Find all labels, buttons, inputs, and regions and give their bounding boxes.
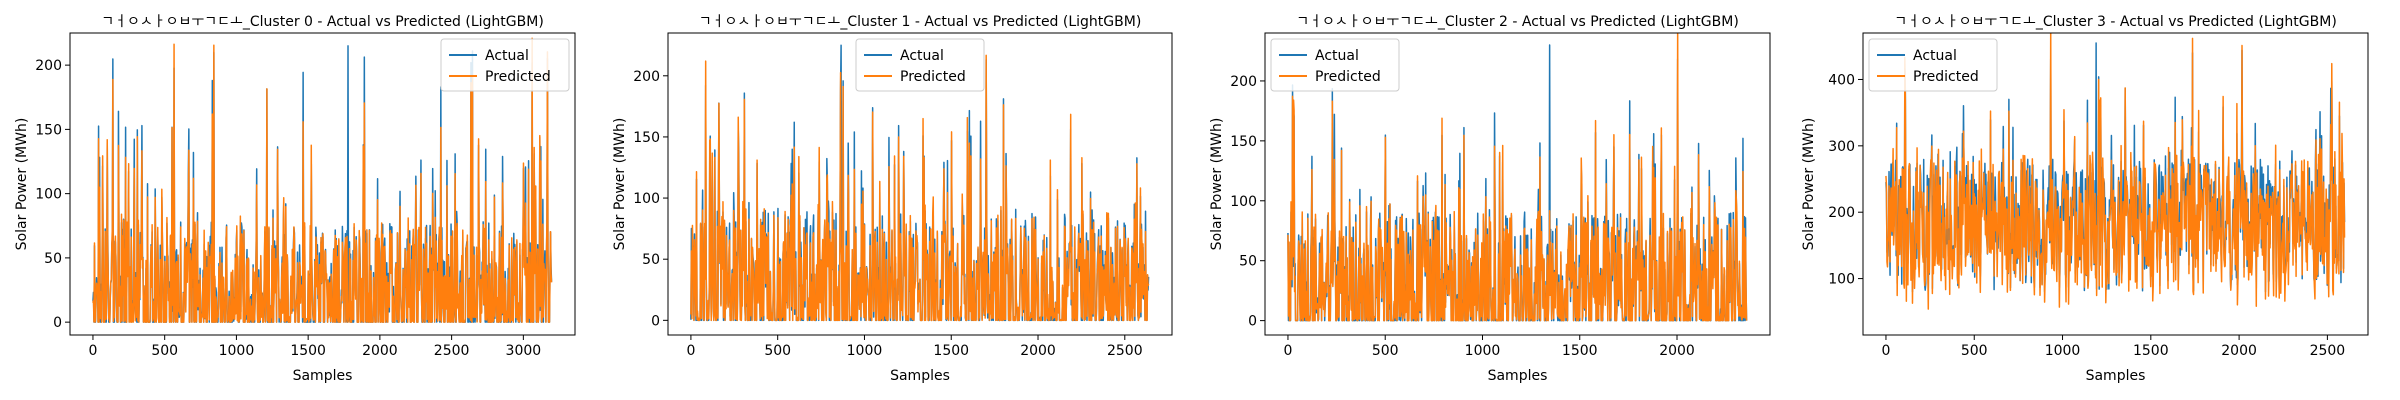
x-tick-label: 2500 xyxy=(434,343,470,359)
x-tick-label: 2000 xyxy=(2221,343,2257,359)
chart-panel-0: 0 500 1000 1500 2000 2500 3000 0 50 100 150 200 ㄱㅓㅇㅅ… xyxy=(14,14,576,384)
x-axis-label: Samples xyxy=(1488,368,1548,384)
plot-frame xyxy=(69,32,576,336)
legend-box xyxy=(1868,38,1998,92)
x-tick-label: 2000 xyxy=(1020,343,1056,359)
chart-panel-2: 0 500 1000 1500 2000 0 50 100 150 200 ㄱㅓㅇㅅㅏㅇㅂㅜㄱㄷㅗ_… xyxy=(1209,14,1771,384)
chart-panel-3: 0 500 1000 1500 2000 2500 100 200 300 400 ㄱㅓㅇㅅㅏㅇㅂㅜ… xyxy=(1801,14,2369,384)
x-tick-label: 1500 xyxy=(2133,343,2169,359)
y-axis-label: Solar Power (MWh) xyxy=(1801,118,1817,251)
y-tick-label: 100 xyxy=(35,187,62,203)
series-group xyxy=(1287,33,1748,322)
legend: Actual Predicted xyxy=(440,38,570,92)
legend: Actual Predicted xyxy=(1270,38,1400,92)
y-tick-label: 0 xyxy=(53,315,62,331)
x-tick-label: 500 xyxy=(1961,343,1988,359)
series-predicted-line xyxy=(92,37,553,323)
legend-label-predicted: Predicted xyxy=(1913,69,1979,85)
legend-label-predicted: Predicted xyxy=(900,69,966,85)
x-tick-label: 1500 xyxy=(1562,343,1598,359)
legend: Actual Predicted xyxy=(1868,38,1998,92)
series-predicted-line xyxy=(1287,33,1748,322)
y-tick-label: 50 xyxy=(1239,254,1257,270)
series-predicted-line xyxy=(690,54,1150,322)
x-tick-label: 2500 xyxy=(1107,343,1143,359)
y-axis-label: Solar Power (MWh) xyxy=(14,118,30,251)
plot-frame xyxy=(1862,32,2369,336)
series-group xyxy=(1885,33,2346,310)
x-axis-label: Samples xyxy=(293,368,353,384)
x-tick-label: 1000 xyxy=(2045,343,2081,359)
legend-label-predicted: Predicted xyxy=(485,69,551,85)
x-tick-label: 1000 xyxy=(219,343,255,359)
plot-frame xyxy=(1264,32,1771,336)
x-axis-label: Samples xyxy=(890,368,950,384)
legend: Actual Predicted xyxy=(855,38,985,92)
chart-panel-1: 0 500 1000 1500 2000 2500 0 50 100 150 200 ㄱㅓㅇㅅㅏㅇㅂㅜ… xyxy=(612,14,1173,384)
y-tick-label: 100 xyxy=(1828,272,1855,288)
x-tick-label: 2500 xyxy=(2310,343,2346,359)
x-tick-label: 1000 xyxy=(1465,343,1501,359)
x-tick-label: 0 xyxy=(1283,343,1292,359)
y-tick-label: 0 xyxy=(1248,314,1257,330)
plot-frame xyxy=(667,32,1173,336)
x-tick-label: 0 xyxy=(88,343,97,359)
y-tick-label: 100 xyxy=(633,191,660,207)
y-tick-label: 50 xyxy=(44,251,62,267)
y-tick-label: 0 xyxy=(651,313,660,329)
legend-label-predicted: Predicted xyxy=(1315,69,1381,85)
legend-label-actual: Actual xyxy=(485,48,529,64)
legend-label-actual: Actual xyxy=(1315,48,1359,64)
x-tick-label: 0 xyxy=(686,343,695,359)
y-tick-label: 50 xyxy=(642,252,660,268)
y-tick-label: 200 xyxy=(1828,205,1855,221)
y-tick-label: 200 xyxy=(633,69,660,85)
y-tick-label: 150 xyxy=(1230,134,1257,150)
x-tick-label: 500 xyxy=(764,343,791,359)
series-group xyxy=(92,37,553,323)
x-axis-label: Samples xyxy=(2086,368,2146,384)
x-tick-label: 0 xyxy=(1881,343,1890,359)
y-axis-label: Solar Power (MWh) xyxy=(1209,118,1225,251)
x-tick-label: 1000 xyxy=(847,343,883,359)
y-tick-label: 100 xyxy=(1230,194,1257,210)
legend-box xyxy=(440,38,570,92)
y-tick-label: 300 xyxy=(1828,139,1855,155)
y-tick-label: 400 xyxy=(1828,72,1855,88)
x-tick-label: 2000 xyxy=(1659,343,1695,359)
x-tick-label: 500 xyxy=(151,343,178,359)
chart-title: ㄱㅓㅇㅅㅏㅇㅂㅜㄱㄷㅗ_Cluster 2 - Actual vs Predic… xyxy=(1296,14,1739,30)
y-tick-label: 200 xyxy=(1230,74,1257,90)
chart-title: ㄱㅓㅇㅅㅏㅇㅂㅜㄱㄷㅗ_Cluster 0 - Actual vs Predic… xyxy=(101,14,544,30)
y-tick-label: 200 xyxy=(35,58,62,74)
x-tick-label: 1500 xyxy=(290,343,326,359)
x-tick-label: 3000 xyxy=(506,343,542,359)
legend-box xyxy=(1270,38,1400,92)
x-tick-label: 2000 xyxy=(362,343,398,359)
x-tick-label: 1500 xyxy=(933,343,969,359)
legend-label-actual: Actual xyxy=(900,48,944,64)
y-tick-label: 150 xyxy=(633,130,660,146)
series-group xyxy=(690,44,1150,322)
series-predicted-line xyxy=(1885,33,2346,310)
legend-box xyxy=(855,38,985,92)
y-tick-label: 150 xyxy=(35,122,62,138)
chart-title: ㄱㅓㅇㅅㅏㅇㅂㅜㄱㄷㅗ_Cluster 1 - Actual vs Predic… xyxy=(699,14,1142,30)
x-tick-label: 500 xyxy=(1372,343,1399,359)
legend-label-actual: Actual xyxy=(1913,48,1957,64)
chart-title: ㄱㅓㅇㅅㅏㅇㅂㅜㄱㄷㅗ_Cluster 3 - Actual vs Predic… xyxy=(1894,14,2337,30)
y-axis-label: Solar Power (MWh) xyxy=(612,118,628,251)
